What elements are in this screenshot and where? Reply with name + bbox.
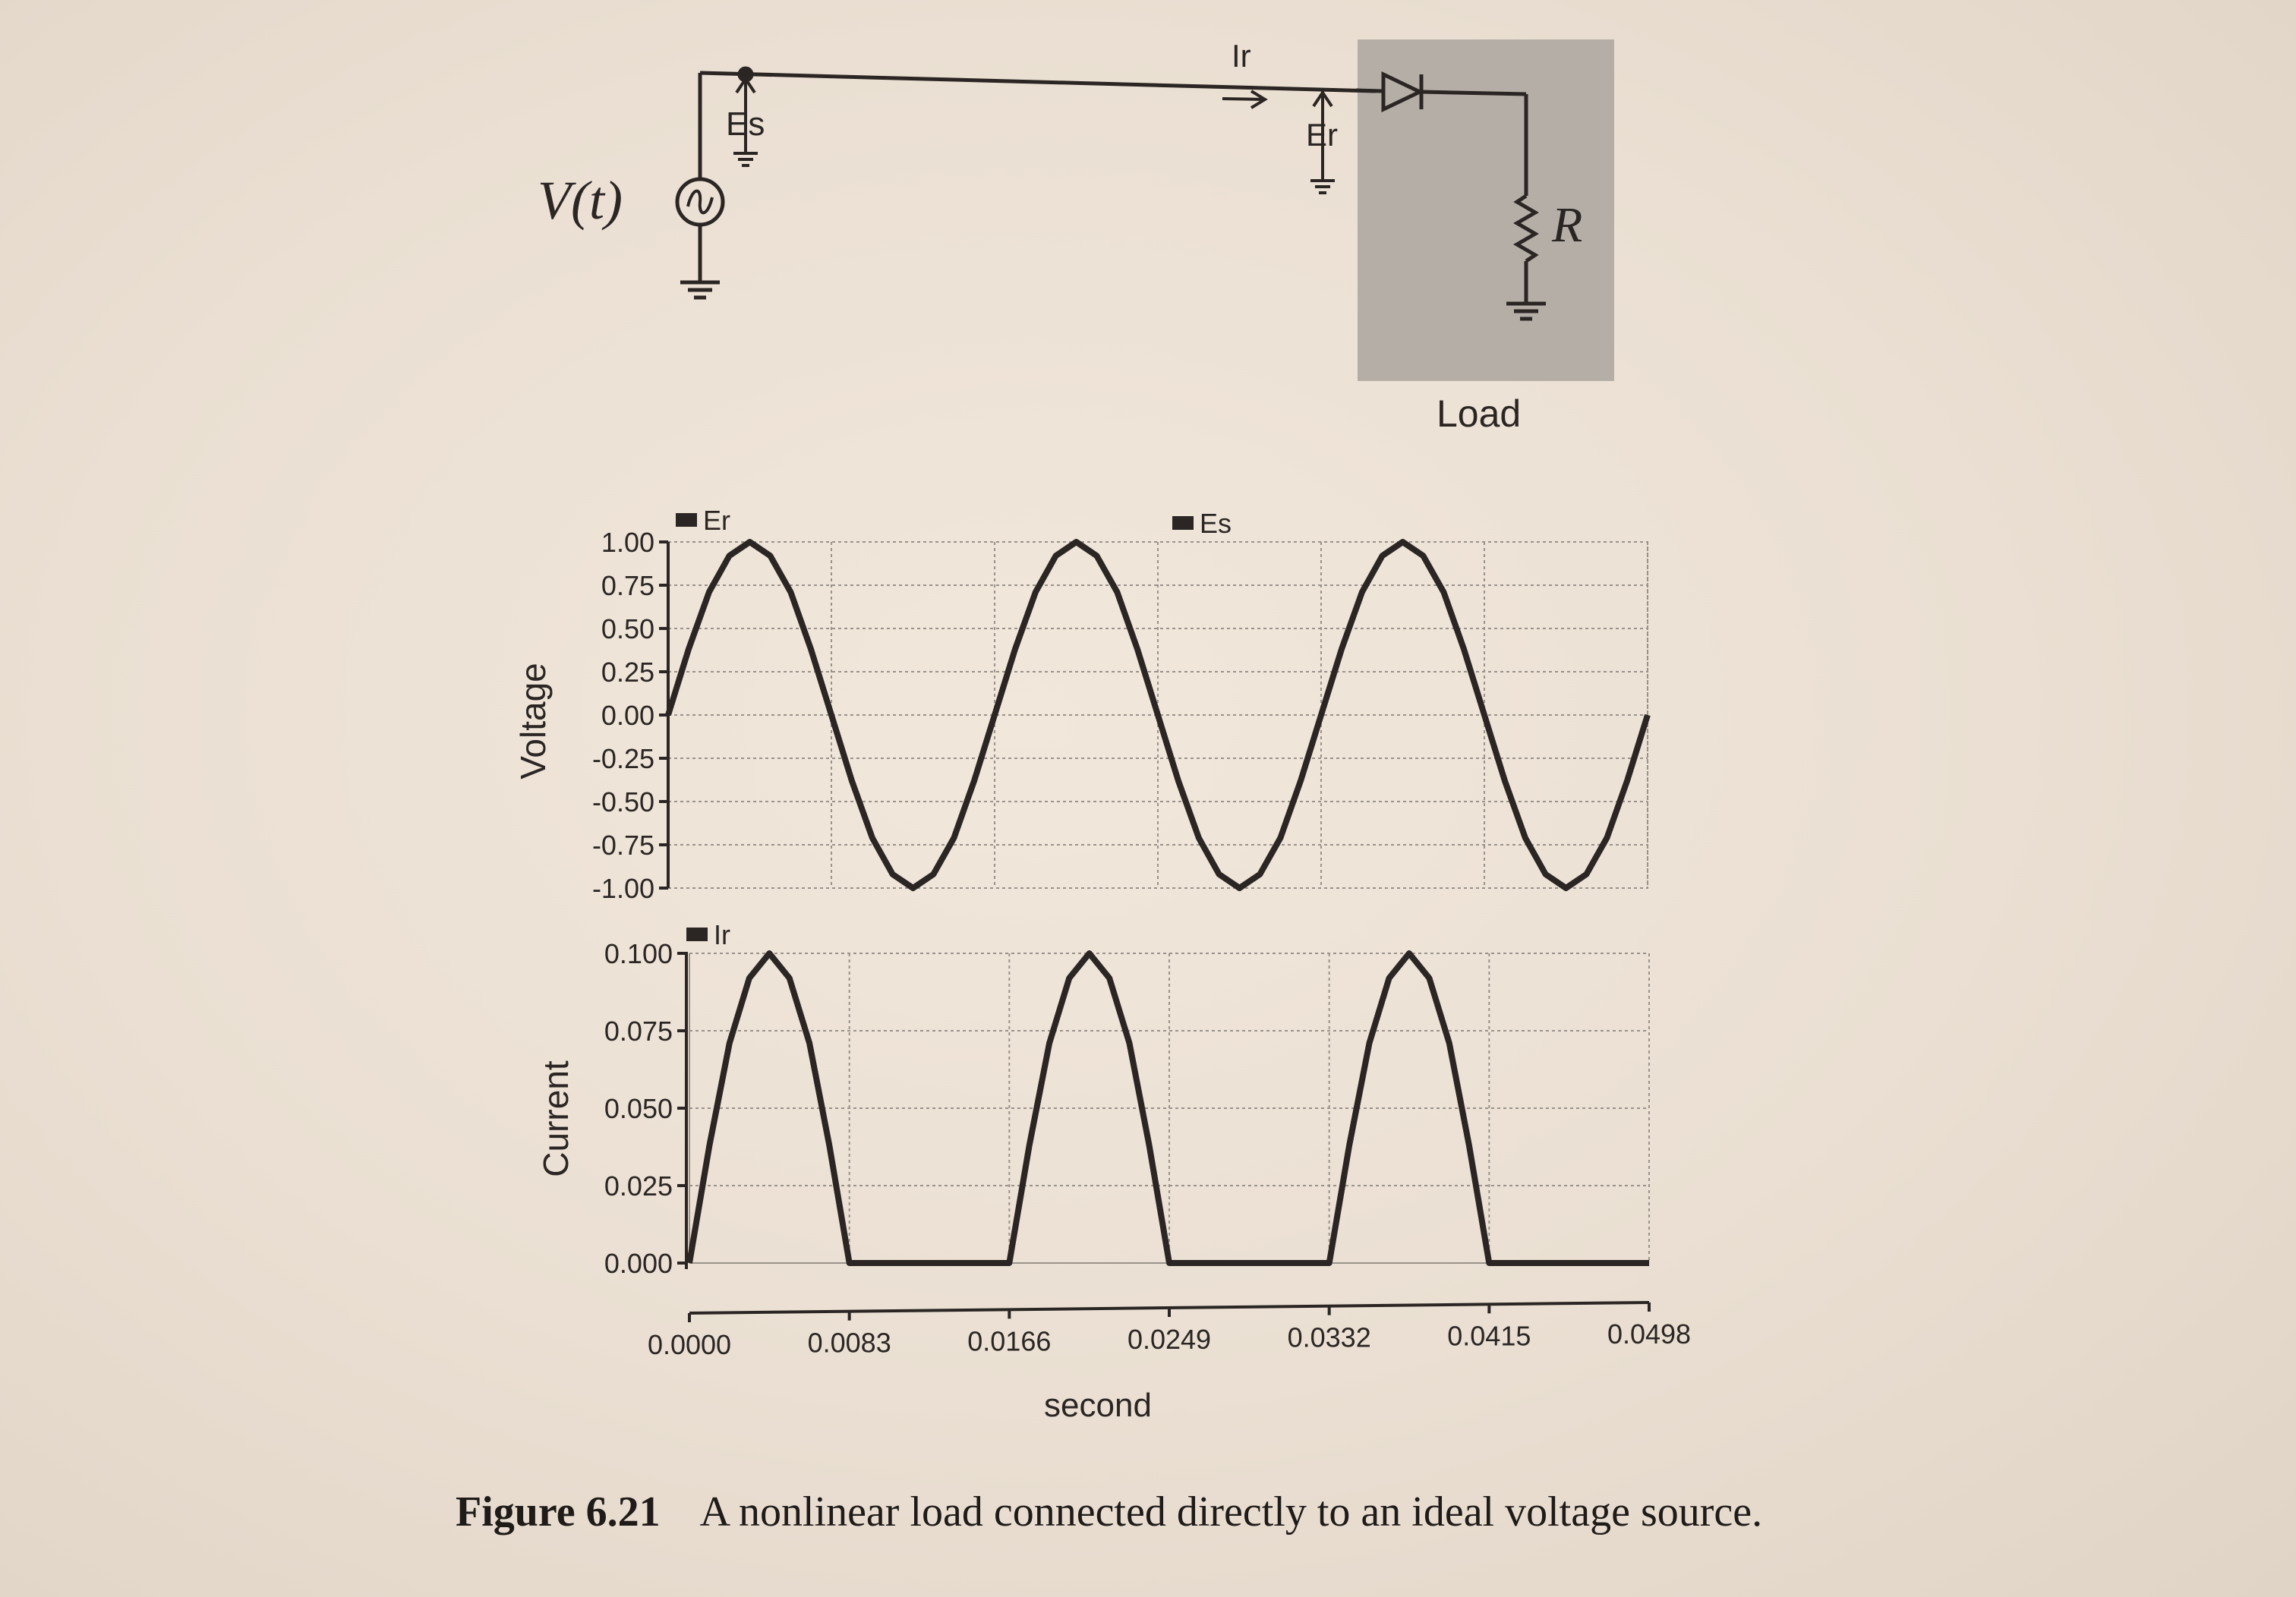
current-grid [689, 953, 1650, 1264]
x-tick-label: 0.0000 [648, 1329, 731, 1360]
caption-number: Figure 6.21 [456, 1488, 661, 1536]
y-tick-label: 1.00 [601, 527, 654, 558]
current-x-ticks: 0.0000 0.0083 0.0166 0.0249 0.0332 0.0415 0.04… [648, 1302, 1691, 1360]
legend-label-ir: Ir [714, 919, 730, 950]
er-probe-icon [1310, 90, 1335, 194]
diode-icon [1355, 71, 1527, 112]
er-series-line [665, 539, 1651, 891]
legend-label-es: Es [1200, 508, 1232, 539]
y-tick-label: 0.000 [604, 1248, 673, 1279]
x-tick-label: 0.0415 [1447, 1320, 1531, 1351]
caption-text: A nonlinear load connected directly to a… [699, 1488, 1763, 1536]
y-tick-label: 0.100 [604, 938, 673, 969]
current-arrow-icon [1222, 90, 1268, 109]
es-label: Es [726, 106, 765, 143]
ir-series-line [686, 950, 1649, 1266]
x-axis-label: second [1044, 1387, 1152, 1424]
current-y-axis-label: Current [536, 1060, 576, 1177]
ground-icon [680, 280, 720, 300]
load-ground-icon [1506, 301, 1546, 321]
load-box [1358, 39, 1614, 381]
y-tick-label: 0.50 [601, 613, 654, 644]
legend-swatch-er [676, 513, 697, 527]
x-tick-label: 0.0249 [1128, 1324, 1211, 1355]
er-label: Er [1306, 117, 1338, 153]
y-tick-label: -0.25 [592, 743, 654, 774]
legend-swatch-es [1172, 516, 1194, 530]
y-tick-label: 0.25 [601, 657, 654, 688]
current-label: Ir [1232, 38, 1251, 74]
y-tick-label: -0.50 [592, 786, 654, 817]
y-tick-label: 0.00 [601, 700, 654, 731]
y-tick-label: 0.050 [604, 1093, 673, 1124]
y-tick-label: 0.025 [604, 1170, 673, 1202]
y-tick-label: 0.75 [601, 570, 654, 601]
voltage-chart: 1.00 0.75 0.50 0.25 0.00 -0.25 -0.50 -0.75 -1.00… [513, 505, 1651, 904]
x-tick-label: 0.0166 [967, 1325, 1051, 1356]
top-wire [699, 71, 1377, 93]
x-tick-label: 0.0083 [808, 1328, 891, 1359]
x-tick-label: 0.0332 [1288, 1322, 1371, 1353]
voltage-y-ticks: 1.00 0.75 0.50 0.25 0.00 -0.25 -0.50 -0.75 -1.00 [592, 527, 668, 904]
figure-caption: Figure 6.21 A nonlinear load connected di… [456, 1488, 1974, 1536]
legend-swatch-ir [686, 928, 708, 941]
y-tick-label: -0.75 [592, 830, 654, 861]
resistor-label: R [1551, 197, 1582, 253]
legend-label-er: Er [703, 505, 730, 536]
y-tick-label: -1.00 [592, 873, 654, 904]
sine-symbol [686, 189, 714, 215]
resistor-icon [1513, 194, 1539, 263]
x-tick-label: 0.0498 [1607, 1318, 1691, 1350]
y-tick-label: 0.075 [604, 1016, 673, 1047]
circuit-schematic [675, 39, 1614, 381]
current-y-ticks: 0.100 0.075 0.050 0.025 0.000 [604, 938, 686, 1279]
voltage-y-axis-label: Voltage [513, 663, 553, 779]
es-probe-icon [733, 76, 758, 167]
source-label: V(t) [538, 170, 623, 231]
load-label: Load [1437, 392, 1521, 435]
